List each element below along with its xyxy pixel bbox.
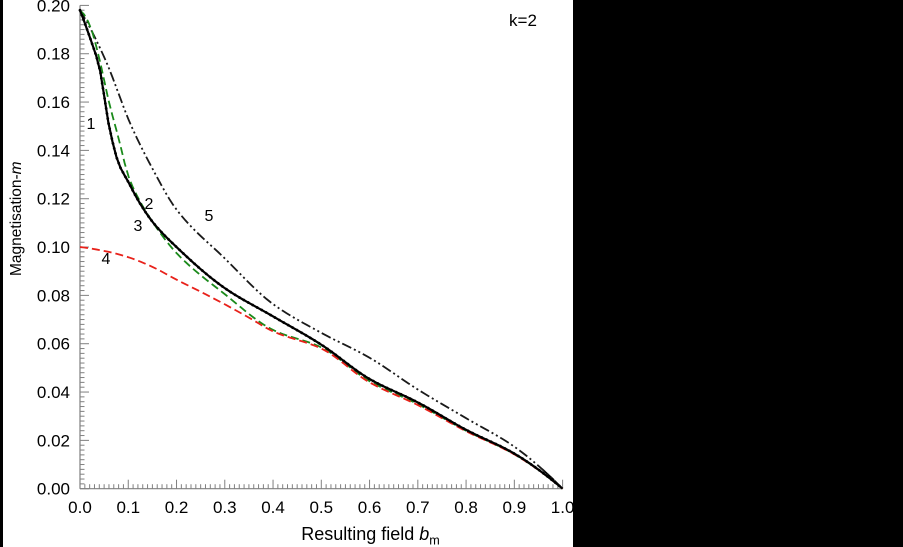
svg-text:1: 1 [87, 116, 96, 133]
svg-text:0.16: 0.16 [37, 93, 70, 112]
svg-text:3: 3 [134, 218, 143, 235]
svg-text:1.0: 1.0 [551, 498, 573, 517]
svg-text:0.02: 0.02 [37, 431, 70, 450]
svg-text:0.6: 0.6 [358, 498, 382, 517]
svg-text:0.7: 0.7 [406, 498, 430, 517]
svg-text:2: 2 [145, 196, 154, 213]
svg-text:0.04: 0.04 [37, 383, 70, 402]
svg-text:5: 5 [205, 208, 214, 225]
svg-text:0.9: 0.9 [503, 498, 527, 517]
svg-text:0.1: 0.1 [116, 498, 140, 517]
svg-text:0.8: 0.8 [454, 498, 478, 517]
svg-text:0.5: 0.5 [309, 498, 333, 517]
svg-text:4: 4 [102, 251, 111, 268]
svg-text:0.00: 0.00 [37, 480, 70, 499]
svg-text:0.4: 0.4 [261, 498, 285, 517]
svg-text:0.20: 0.20 [37, 0, 70, 15]
svg-text:0.0: 0.0 [68, 498, 92, 517]
svg-text:0.2: 0.2 [165, 498, 189, 517]
svg-text:0.06: 0.06 [37, 335, 70, 354]
svg-text:0.18: 0.18 [37, 45, 70, 64]
svg-text:0.14: 0.14 [37, 141, 70, 160]
svg-text:k=2: k=2 [509, 11, 537, 30]
svg-text:0.10: 0.10 [37, 238, 70, 257]
svg-text:0.12: 0.12 [37, 190, 70, 209]
svg-text:0.3: 0.3 [213, 498, 237, 517]
svg-text:0.08: 0.08 [37, 286, 70, 305]
